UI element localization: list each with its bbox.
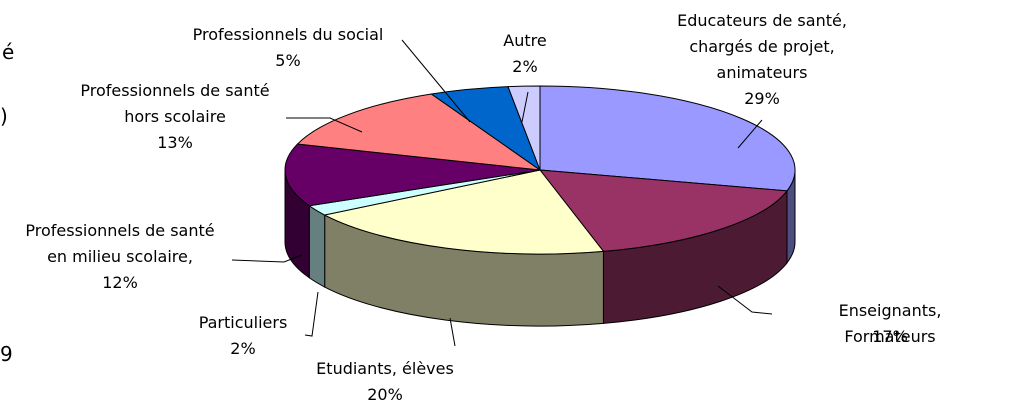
slice-label: Professionnels de santé en milieu scolai… xyxy=(25,221,215,266)
slice xyxy=(538,169,788,252)
leader-line xyxy=(521,91,529,123)
slice xyxy=(323,169,605,255)
slice-value-label: 2% xyxy=(512,57,538,76)
cropped-text: ) xyxy=(0,104,8,128)
slice-value-label: 20% xyxy=(367,385,403,404)
leader-line xyxy=(401,39,471,123)
slice-value-label: 5% xyxy=(275,51,301,70)
slice xyxy=(539,85,796,192)
cropped-text: 9 xyxy=(0,342,13,366)
leader-line xyxy=(737,119,763,149)
leader-line xyxy=(449,317,456,347)
leader-line xyxy=(304,291,319,337)
slice-side xyxy=(308,204,326,288)
slice-value-label: 17% xyxy=(872,327,908,346)
leader-line xyxy=(717,285,773,315)
slice xyxy=(284,143,541,207)
slice-label: Professionnels du social xyxy=(192,25,384,44)
slice-value-label: 13% xyxy=(157,133,193,152)
leader-line xyxy=(231,254,303,263)
slice-label: Autre xyxy=(503,31,547,50)
slice-label: Educateurs de santé, chargés de projet, … xyxy=(677,11,847,82)
slice xyxy=(507,85,541,171)
slice xyxy=(296,93,541,171)
slice-label: Enseignants, Formateurs xyxy=(838,301,942,346)
slice-label: Professionnels de santé hors scolaire xyxy=(80,81,270,126)
leader-line xyxy=(286,117,363,133)
slice-label: Etudiants, élèves xyxy=(316,359,454,378)
slice-label: Particuliers xyxy=(198,313,288,332)
slice-value-label: 29% xyxy=(744,89,780,108)
cropped-text: é xyxy=(2,40,15,64)
slice-value-label: 12% xyxy=(102,273,138,292)
slice-value-label: 2% xyxy=(230,339,256,358)
